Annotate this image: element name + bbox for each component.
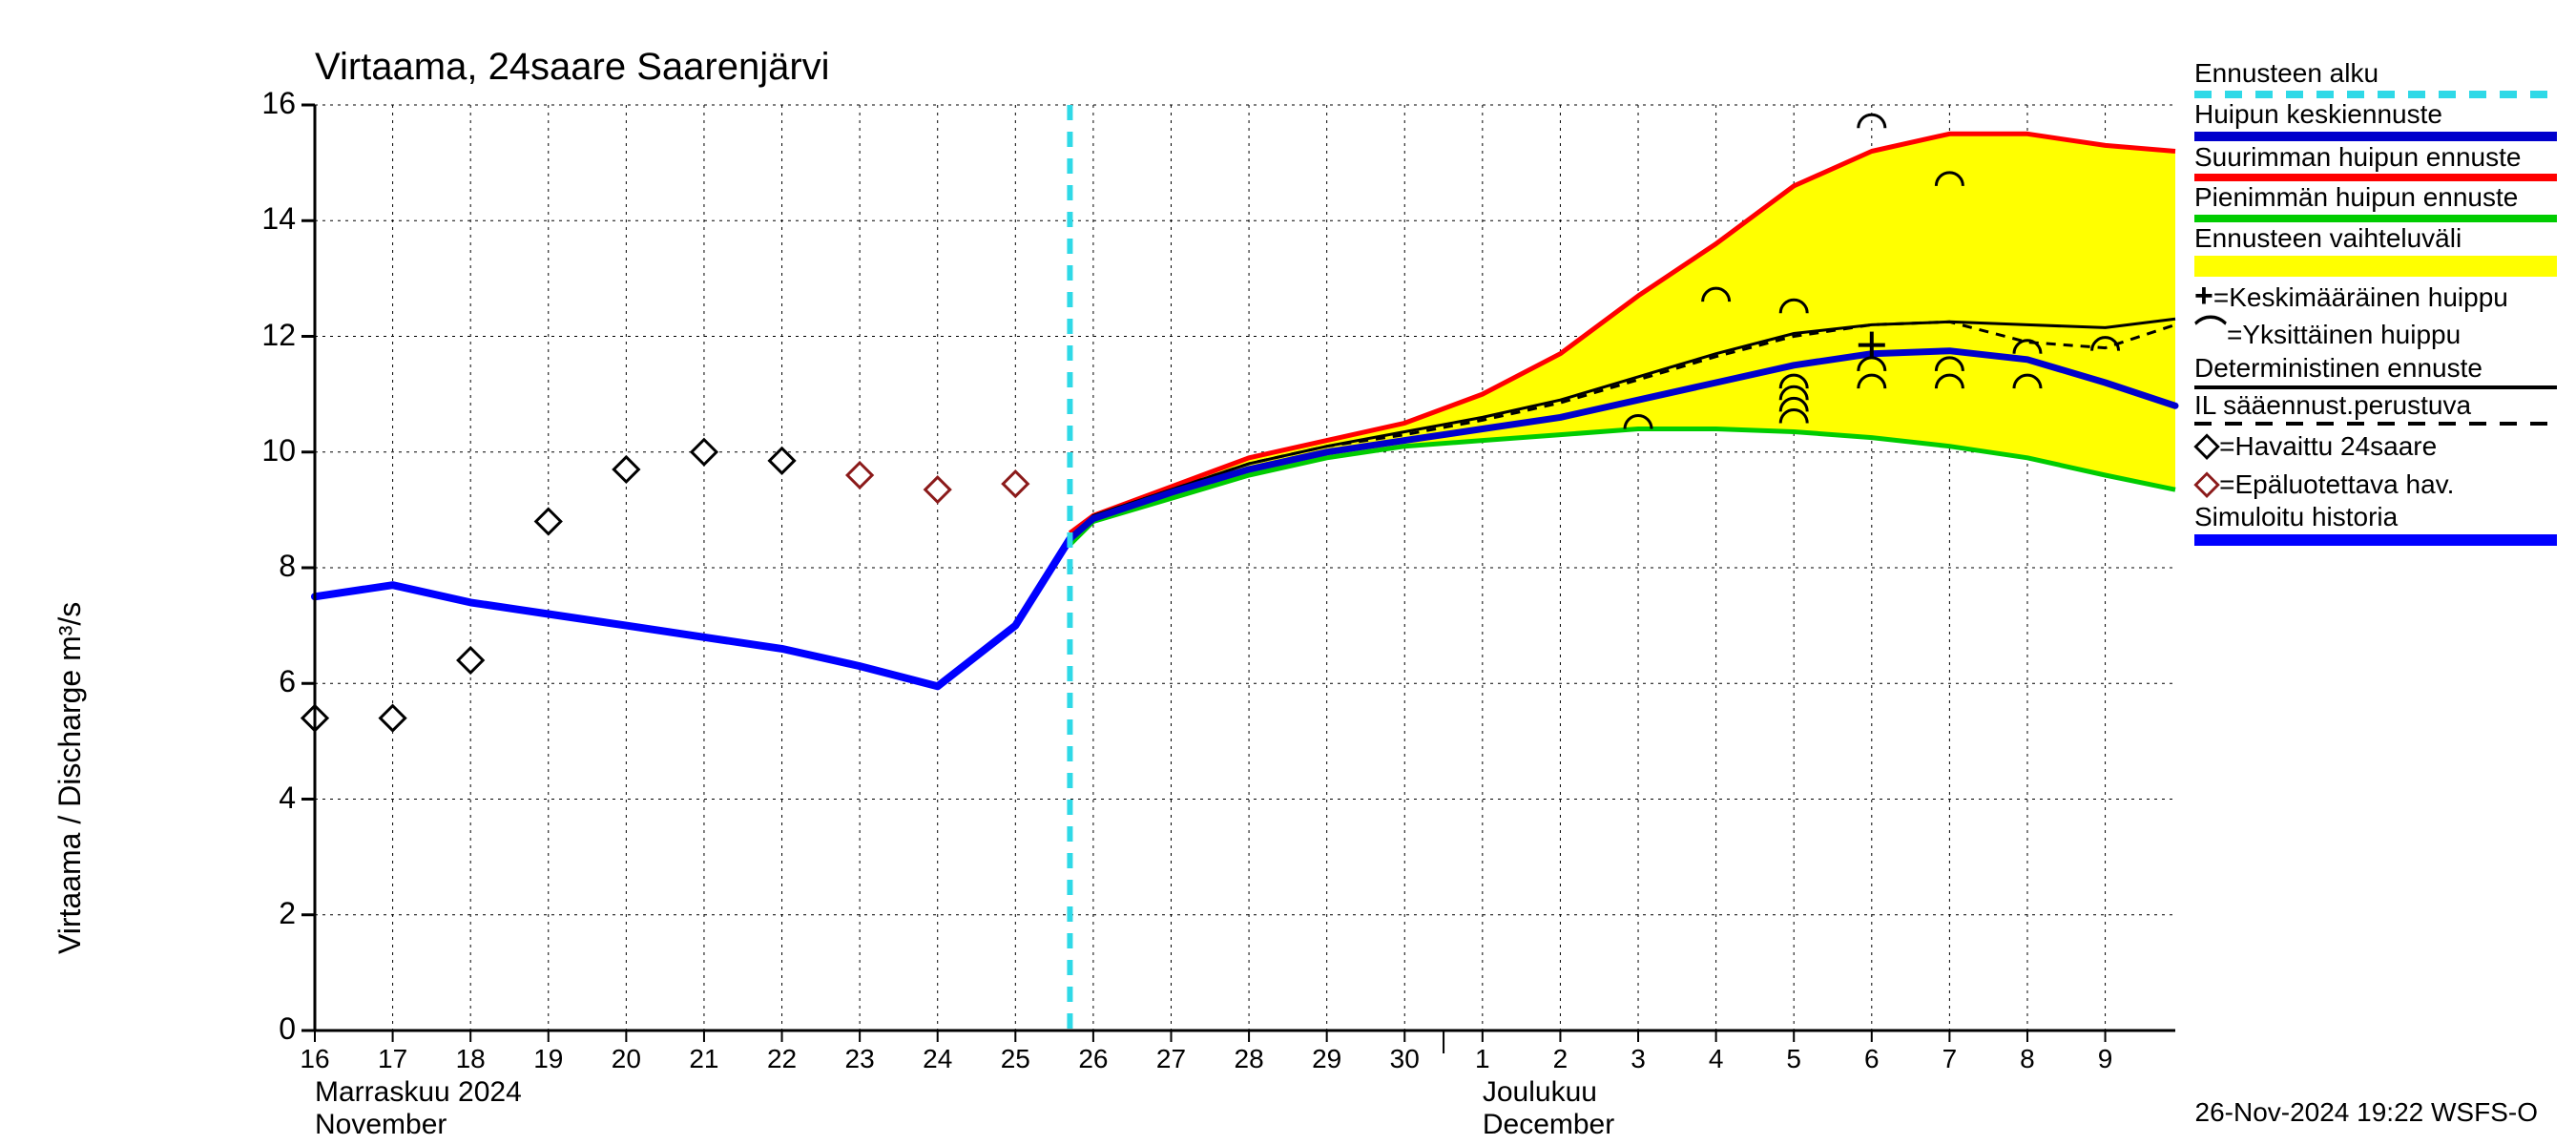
legend: Ennusteen alku Huipun keskiennuste Suurimm… <box>2194 57 2566 546</box>
x-tick: 27 <box>1156 1044 1186 1074</box>
legend-label: Ennusteen vaihteluväli <box>2194 224 2566 254</box>
legend-item: Pienimmän huipun ennuste <box>2194 181 2566 222</box>
legend-label: IL sääennust.perustuva <box>2194 391 2566 421</box>
y-tick: 6 <box>229 664 296 699</box>
legend-swatch <box>2194 132 2557 141</box>
legend-item: Ennusteen alku <box>2194 57 2566 98</box>
diamond-icon: ◇ <box>2194 465 2219 501</box>
y-tick: 12 <box>229 318 296 353</box>
plus-icon: + <box>2194 278 2213 314</box>
y-tick: 10 <box>229 433 296 468</box>
legend-label: ◇=Epäluotettava hav. <box>2194 466 2566 501</box>
x-tick: 18 <box>456 1044 486 1074</box>
month-label: November <box>315 1109 447 1141</box>
y-tick: 2 <box>229 896 296 931</box>
legend-label: ⌒=Yksittäinen huippu <box>2194 316 2566 351</box>
x-tick: 1 <box>1475 1044 1490 1074</box>
legend-item: ⌒=Yksittäinen huippu <box>2194 314 2566 351</box>
legend-item: Deterministinen ennuste <box>2194 352 2566 389</box>
plot-svg <box>0 0 2576 1145</box>
legend-swatch <box>2194 215 2557 222</box>
arc-icon: ⌒ <box>2194 315 2227 351</box>
legend-swatch <box>2194 534 2557 546</box>
x-tick: 20 <box>612 1044 641 1074</box>
x-tick: 16 <box>300 1044 329 1074</box>
legend-item: ◇=Epäluotettava hav. <box>2194 464 2566 501</box>
x-tick: 17 <box>378 1044 407 1074</box>
x-tick: 6 <box>1864 1044 1880 1074</box>
month-label: Marraskuu 2024 <box>315 1076 522 1109</box>
month-label: Joulukuu <box>1483 1076 1597 1109</box>
legend-label: Huipun keskiennuste <box>2194 100 2566 130</box>
legend-item: +=Keskimääräinen huippu <box>2194 277 2566 314</box>
x-tick: 3 <box>1631 1044 1646 1074</box>
chart-title: Virtaama, 24saare Saarenjärvi <box>315 46 830 89</box>
legend-item: IL sääennust.perustuva <box>2194 389 2566 427</box>
timestamp-label: 26-Nov-2024 19:22 WSFS-O <box>2195 1097 2539 1128</box>
y-tick: 0 <box>229 1011 296 1047</box>
y-tick: 8 <box>229 549 296 584</box>
y-tick: 4 <box>229 781 296 816</box>
x-tick: 19 <box>533 1044 563 1074</box>
legend-item: Simuloitu historia <box>2194 501 2566 546</box>
x-tick: 5 <box>1786 1044 1801 1074</box>
legend-item: Huipun keskiennuste <box>2194 98 2566 141</box>
x-tick: 29 <box>1312 1044 1341 1074</box>
legend-label: +=Keskimääräinen huippu <box>2194 279 2566 314</box>
legend-label: Simuloitu historia <box>2194 503 2566 532</box>
x-tick: 7 <box>1942 1044 1958 1074</box>
x-tick: 21 <box>689 1044 718 1074</box>
legend-label: Deterministinen ennuste <box>2194 354 2566 384</box>
x-tick: 4 <box>1709 1044 1724 1074</box>
legend-item: Ennusteen vaihteluväli <box>2194 222 2566 277</box>
x-tick: 25 <box>1001 1044 1030 1074</box>
x-tick: 2 <box>1553 1044 1568 1074</box>
legend-item: ◇=Havaittu 24saare <box>2194 426 2566 463</box>
legend-swatch <box>2194 91 2557 98</box>
x-tick: 28 <box>1235 1044 1264 1074</box>
y-axis-label: Virtaama / Discharge m³/s <box>52 602 88 954</box>
legend-label: Ennusteen alku <box>2194 59 2566 89</box>
legend-label: ◇=Havaittu 24saare <box>2194 427 2566 463</box>
legend-label: Pienimmän huipun ennuste <box>2194 183 2566 213</box>
legend-swatch <box>2194 174 2557 181</box>
diamond-icon: ◇ <box>2194 427 2219 463</box>
chart-stage: Virtaama, 24saare Saarenjärvi Virtaama /… <box>0 0 2576 1145</box>
legend-label: Suurimman huipun ennuste <box>2194 143 2566 173</box>
x-tick: 24 <box>923 1044 952 1074</box>
legend-item: Suurimman huipun ennuste <box>2194 141 2566 182</box>
x-tick: 26 <box>1078 1044 1108 1074</box>
y-tick: 14 <box>229 201 296 237</box>
month-label: December <box>1483 1109 1614 1141</box>
x-tick: 9 <box>2098 1044 2113 1074</box>
x-tick: 23 <box>845 1044 875 1074</box>
x-tick: 30 <box>1390 1044 1420 1074</box>
x-tick: 8 <box>2020 1044 2035 1074</box>
y-tick: 16 <box>229 86 296 121</box>
x-tick: 22 <box>767 1044 797 1074</box>
legend-swatch <box>2194 256 2557 277</box>
